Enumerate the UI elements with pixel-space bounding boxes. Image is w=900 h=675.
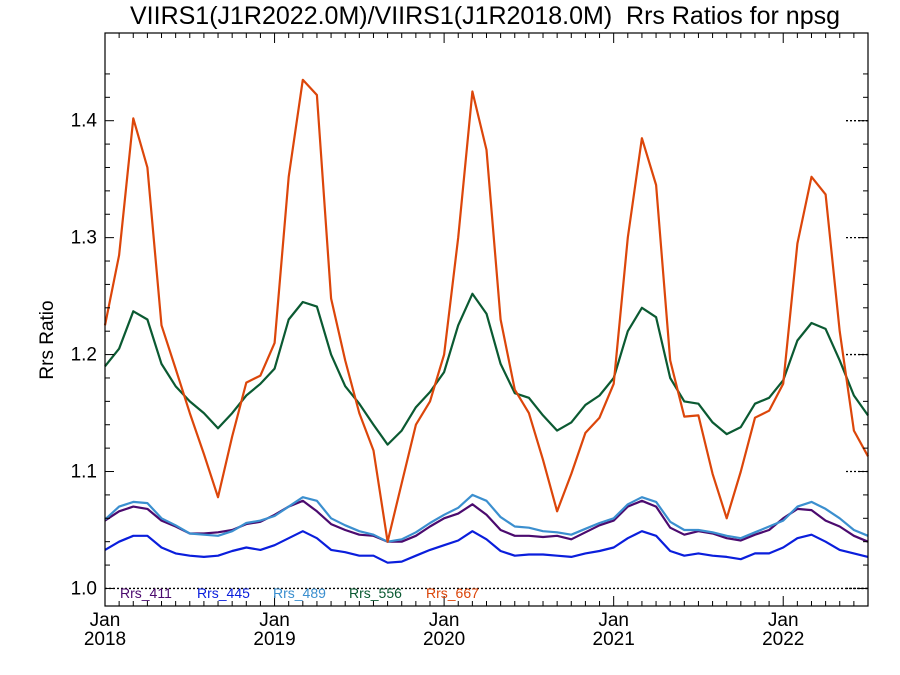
y-tick-label: 1.2 xyxy=(71,345,97,366)
x-tick-label: Jan xyxy=(768,610,799,631)
series-line-rrs_489 xyxy=(104,493,869,543)
x-tick-label: 2019 xyxy=(253,629,295,650)
plot-frame xyxy=(104,32,869,607)
x-tick-label: 2022 xyxy=(762,629,804,650)
y-tick-label: 1.3 xyxy=(71,228,97,249)
x-tick-label: 2020 xyxy=(423,629,465,650)
y-axis: 1.0 1.1 1.2 1.3 1.4 xyxy=(71,73,868,599)
x-tick-label: 2018 xyxy=(84,629,126,650)
chart-title: VIIRS1(J1R2022.0M)/VIIRS1(J1R2018.0M) Rr… xyxy=(130,2,840,30)
series-lines xyxy=(103,78,869,564)
legend-item-rrs_556: Rrs_556 xyxy=(349,585,402,601)
x-tick-label: Jan xyxy=(90,610,121,631)
y-tick-label: 1.0 xyxy=(71,578,97,599)
x-tick-label: 2021 xyxy=(593,629,635,650)
legend-item-rrs_411: Rrs_411 xyxy=(120,585,172,601)
y-tick-label: 1.4 xyxy=(71,111,98,132)
series-line-rrs_667 xyxy=(103,78,869,543)
series-line-rrs_445 xyxy=(104,530,869,564)
series-line-rrs_556 xyxy=(104,292,869,446)
x-tick-label: Jan xyxy=(259,610,290,631)
legend-item-rrs_445: Rrs_445 xyxy=(197,585,250,601)
legend-item-rrs_667: Rrs_667 xyxy=(426,585,479,601)
y-tick-label: 1.1 xyxy=(71,462,97,483)
legend-item-rrs_489: Rrs_489 xyxy=(273,585,326,601)
y-axis-label: Rrs Ratio xyxy=(37,300,58,380)
legend: Rrs_411 Rrs_445 Rrs_489 Rrs_556 Rrs_667 xyxy=(120,585,479,601)
x-tick-label: Jan xyxy=(598,610,629,631)
x-tick-label: Jan xyxy=(429,610,460,631)
